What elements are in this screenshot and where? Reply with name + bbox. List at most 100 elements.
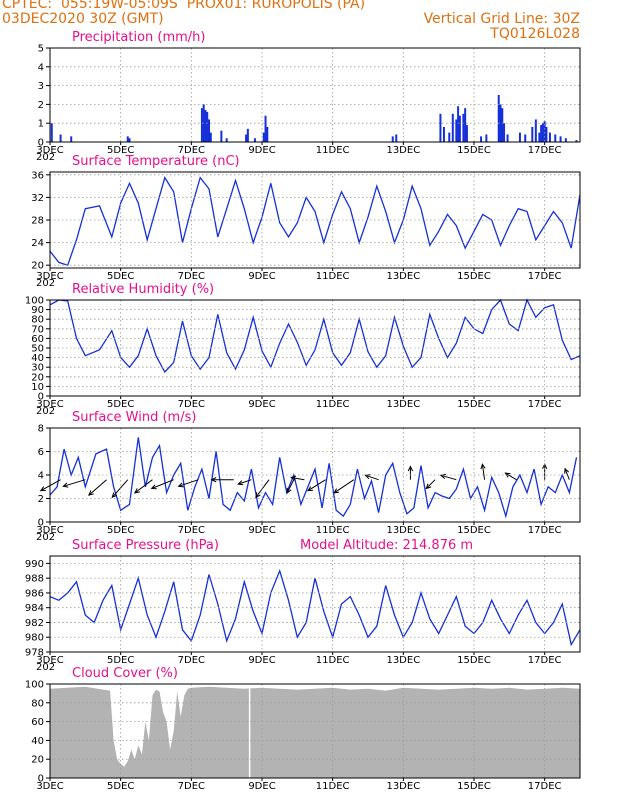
y-tick-label: 2	[38, 100, 44, 111]
wind-arrowhead	[255, 492, 261, 499]
x-tick-label: 7DEC	[178, 525, 205, 536]
y-tick-label: 980	[25, 633, 44, 644]
wind-arrow	[178, 479, 199, 487]
y-tick-label: 5	[38, 44, 44, 55]
precip-bar	[559, 136, 562, 142]
x-year-stub: 202	[36, 152, 55, 163]
panel-frame	[49, 555, 581, 653]
y-tick-label: 20	[31, 372, 44, 383]
y-tick-label: 60	[31, 334, 44, 345]
wind-arrowhead	[111, 492, 118, 499]
x-year-stub: 202	[36, 406, 55, 417]
y-tick-label: 2	[38, 494, 44, 505]
panel-3: Surface Wind (m/s) 0 2 4 6 8 3DEC 5DEC 7DEC 9DEC 1…	[36, 410, 581, 543]
wind-arrowhead	[237, 480, 244, 486]
x-tick-label: 11DEC	[316, 145, 350, 156]
x-tick-label: 17DEC	[528, 781, 562, 792]
precip-bar	[458, 115, 461, 142]
wind-arrowhead	[439, 473, 446, 479]
y-tick-label: 0	[38, 392, 44, 403]
wind-arrow	[291, 477, 305, 481]
wind-arrowhead	[88, 490, 94, 496]
wind-arrowhead	[504, 472, 511, 478]
precip-bar	[59, 134, 62, 142]
wind-arrowhead	[177, 482, 184, 488]
precip-bar	[128, 138, 131, 142]
wind-arrow	[286, 479, 295, 494]
wind-arrowhead	[150, 484, 157, 490]
precip-bar	[442, 126, 445, 142]
precip-bar	[538, 132, 541, 142]
x-tick-label: 7DEC	[178, 781, 205, 792]
wind-arrow	[111, 479, 129, 498]
x-tick-label: 5DEC	[107, 525, 134, 536]
panel-title: Surface Wind (m/s)	[72, 410, 196, 425]
wind-arrow	[481, 464, 486, 480]
wind-arrow	[440, 474, 457, 481]
precip-bar	[545, 126, 548, 142]
wind-arrow	[134, 479, 153, 494]
precip-bar	[439, 113, 442, 142]
panel-4: Surface Pressure (hPa) Model Altitude: 21…	[25, 538, 581, 673]
panel-title: Relative Humidity (%)	[72, 282, 214, 297]
precip-bar	[465, 125, 468, 142]
series-line	[49, 437, 578, 519]
precip-bar	[451, 113, 454, 142]
x-tick-label: 11DEC	[316, 655, 350, 666]
panel-title: Surface Pressure (hPa)	[72, 538, 219, 553]
x-tick-label: 11DEC	[316, 525, 350, 536]
x-tick-label: 11DEC	[316, 399, 350, 410]
y-tick-label: 984	[25, 603, 44, 614]
precip-bar	[126, 136, 129, 142]
precip-bar	[506, 134, 509, 142]
precip-bar	[497, 95, 500, 142]
precip-bar	[499, 104, 502, 142]
wind-arrow	[333, 479, 355, 494]
x-tick-label: 15DEC	[457, 399, 491, 410]
x-tick-label: 15DEC	[457, 655, 491, 666]
x-tick-label: 9DEC	[248, 525, 275, 536]
y-tick-label: 978	[25, 648, 44, 659]
precip-bar	[448, 132, 451, 142]
x-tick-label: 3DEC	[36, 525, 63, 536]
y-tick-label: 990	[25, 559, 44, 570]
precip-bar	[202, 104, 205, 142]
x-tick-label: 5DEC	[107, 399, 134, 410]
y-tick-label: 3	[38, 81, 44, 92]
y-tick-label: 4	[38, 62, 44, 73]
wind-arrow	[255, 479, 270, 498]
panel-title: Cloud Cover (%)	[72, 666, 178, 681]
wind-arrowhead	[133, 488, 140, 494]
cloud-cover-area	[50, 686, 580, 778]
header-date: 03DEC2020 30Z (GMT)	[2, 11, 164, 27]
panel-0: Precipitation (mm/h) 0 1 2 3 4 5 3DEC 5DEC 7DEC 9D…	[36, 30, 581, 163]
wind-arrowhead	[290, 475, 297, 481]
precip-bar	[266, 126, 269, 142]
precip-bar	[541, 123, 544, 142]
wind-arrow	[151, 479, 174, 489]
x-tick-label: 7DEC	[178, 271, 205, 282]
header-grid-line: Vertical Grid Line: 30Z	[423, 11, 580, 27]
y-tick-label: 0	[38, 774, 44, 785]
y-tick-label: 986	[25, 588, 44, 599]
y-tick-label: 0	[38, 518, 44, 529]
header-station: CPTEC: 055:19W-05:09S PROX01: RUROPOLIS …	[2, 0, 366, 12]
wind-arrowhead	[333, 488, 340, 494]
x-tick-label: 3DEC	[36, 781, 63, 792]
x-tick-label: 15DEC	[457, 145, 491, 156]
wind-arrowhead	[364, 474, 371, 480]
x-year-stub: 202	[36, 662, 55, 673]
x-tick-label: 9DEC	[248, 145, 275, 156]
wind-arrow	[564, 468, 570, 480]
x-tick-label: 11DEC	[316, 781, 350, 792]
y-tick-label: 32	[31, 193, 44, 204]
wind-arrowhead	[39, 486, 46, 492]
x-tick-label: 5DEC	[107, 145, 134, 156]
y-tick-label: 10	[31, 382, 44, 393]
precip-bar	[575, 140, 578, 142]
x-tick-label: 3DEC	[36, 145, 63, 156]
wind-arrow	[365, 474, 379, 481]
y-tick-label: 90	[31, 305, 44, 316]
precip-bar	[480, 136, 483, 142]
